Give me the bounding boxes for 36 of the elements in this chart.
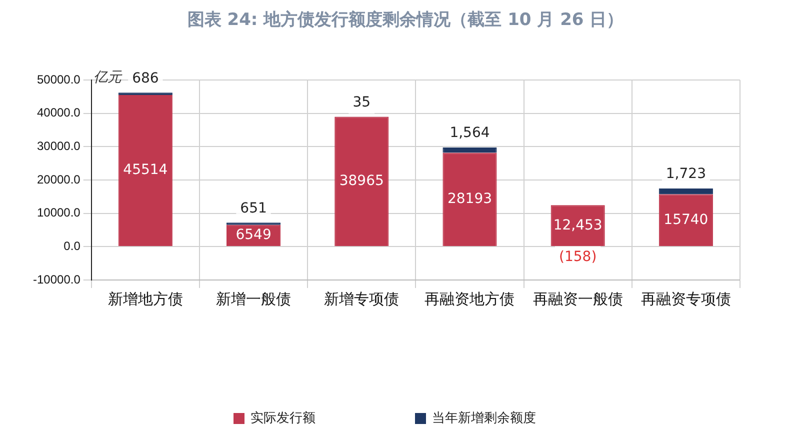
- data-label: 38965: [339, 173, 384, 190]
- y-tick-label: 40000.0: [36, 106, 81, 120]
- x-tick-label: 新增一般债: [216, 291, 292, 308]
- data-label: 6549: [236, 227, 272, 244]
- data-label: 35: [352, 94, 371, 110]
- data-label: 1,723: [666, 166, 706, 182]
- y-axis-title: 亿元: [93, 70, 122, 86]
- bar: [334, 116, 389, 246]
- legend-label: 当年新增剩余额度: [432, 410, 536, 426]
- x-tick-label: 再融资一般债: [532, 291, 623, 308]
- y-tick-label: 20000.0: [36, 172, 81, 186]
- y-tick-label: 50000.0: [36, 72, 81, 86]
- chart-title: 图表 24: 地方债发行额度剩余情况（截至 10 月 26 日）: [186, 9, 625, 31]
- data-label: 15740: [664, 212, 708, 228]
- data-label: 45514: [123, 162, 168, 178]
- data-label: 651: [240, 200, 267, 216]
- bar: [550, 205, 605, 246]
- x-tick-label: 新增地方债: [108, 291, 183, 308]
- y-tick-label: -10000.0: [33, 272, 81, 286]
- data-label: 686: [132, 70, 159, 86]
- x-tick-label: 再融资专项债: [640, 291, 731, 308]
- bar: [658, 188, 713, 194]
- bar: [658, 194, 713, 246]
- bar: [442, 152, 497, 246]
- y-tick-label: 10000.0: [36, 206, 81, 220]
- bar: [442, 147, 497, 153]
- data-label: 1,564: [450, 125, 490, 142]
- y-tick-label: 0.0: [64, 238, 81, 253]
- legend-label: 实际发行额: [250, 410, 316, 426]
- data-label: (158): [559, 248, 597, 265]
- data-label: 12,453: [553, 217, 602, 234]
- y-tick-label: 30000.0: [36, 138, 81, 153]
- x-tick-label: 再融资地方债: [424, 291, 515, 308]
- data-label: 28193: [447, 191, 492, 208]
- bar: [118, 94, 172, 246]
- x-tick-label: 新增专项债: [324, 291, 400, 308]
